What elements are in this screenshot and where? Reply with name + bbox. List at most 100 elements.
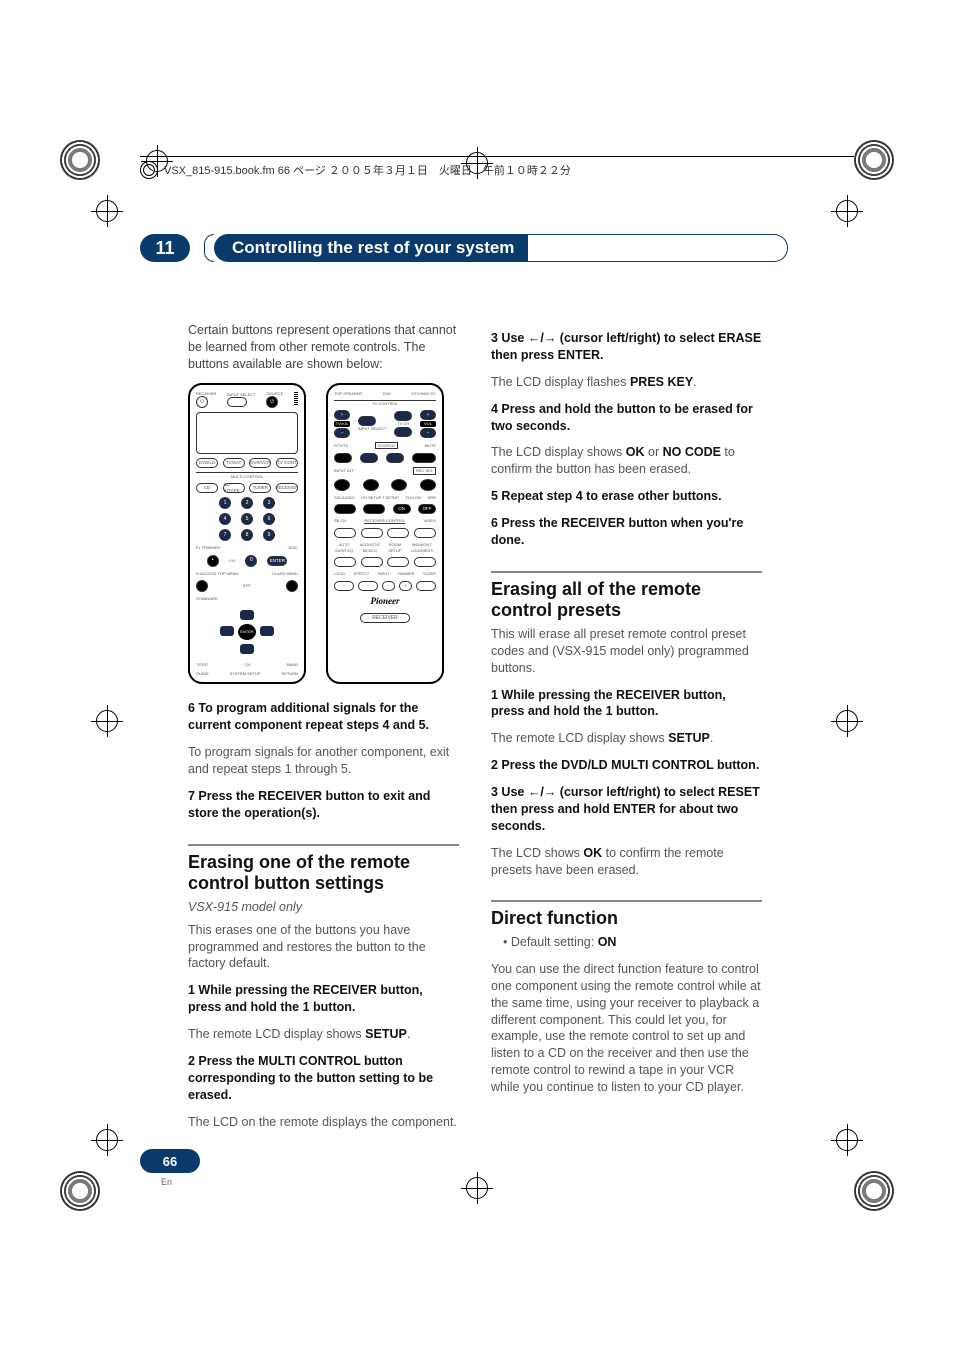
model-note: VSX-915 model only <box>188 899 459 916</box>
ea-s1-head: 1 While pressing the RECEIVER button, pr… <box>491 687 762 721</box>
e1-s3-head-a: 3 Use <box>491 331 528 345</box>
rr-fli-label: FLM ON <box>406 495 421 500</box>
rr-e4 <box>416 581 436 591</box>
rr-c2 <box>361 528 383 538</box>
rl-tuner-btn: TUNER <box>249 483 271 493</box>
rl-recv-btn: RECEIVER <box>276 483 298 493</box>
chapter-tail <box>528 234 788 262</box>
rl-tvsat-btn: TV/SAT <box>223 458 245 468</box>
chapter-brace <box>204 234 214 262</box>
rr-input-up <box>358 416 376 426</box>
rr-inputatt-label: INPUT ATT <box>334 468 354 473</box>
rr-ch-label: CH SETUP T.SETUP <box>361 495 399 500</box>
rr-acmcacc-label: ACOUSTIC MCACC <box>358 542 382 553</box>
direct-bullet-a: • Default setting: <box>503 935 598 949</box>
rl-num-3: 3 <box>263 497 275 509</box>
e1-s5-head: 5 Repeat step 4 to erase other buttons. <box>491 488 762 505</box>
e1-s6-head: 6 Press the RECEIVER button when you're … <box>491 515 762 549</box>
rr-mid-label: MIDNIGHT LOUDNESS <box>408 542 436 553</box>
rl-disc-label: DISC <box>288 545 298 550</box>
rr-b1 <box>334 504 356 514</box>
printer-target-br <box>854 1171 894 1211</box>
rr-hdd-label: DVD <box>383 391 391 396</box>
rr-loud-label: LOUD <box>334 571 345 576</box>
rr-play-btn <box>360 453 378 463</box>
rr-c3 <box>387 528 409 538</box>
rl-fltrim-label: FL TRIMMER <box>196 545 220 550</box>
rl-dvd-btn: DVD/LD <box>196 458 218 468</box>
rl-dpad-left <box>220 626 234 636</box>
rr-tvch-up <box>394 411 412 421</box>
arrow-left-icon: ← <box>528 331 541 345</box>
e1-s3-body-c: . <box>693 375 696 389</box>
rr-off-btn: OFF <box>418 504 436 514</box>
rr-src-label: SOURCE <box>375 442 398 449</box>
e1-s4-body-d: NO CODE <box>663 445 721 459</box>
e1-s3-head: 3 Use ←/→ (cursor left/right) to select … <box>491 330 762 364</box>
e1-s3-body-b: PRES KEY <box>630 375 693 389</box>
rr-d4 <box>414 557 436 567</box>
rr-tvch-label: TV CH <box>394 421 412 426</box>
rl-multi-label: MULTI CONTROL <box>196 472 298 479</box>
rr-recvctrl-label: RECEIVER CONTROL <box>364 518 405 524</box>
rr-vol-label: VOL <box>420 421 436 426</box>
rl-daccess-label: D.ACCESS TOP MENU <box>196 571 238 576</box>
rr-ff-btn <box>420 479 436 491</box>
rl-plus10-label: +10 <box>229 558 236 563</box>
printer-target-tr <box>854 140 894 180</box>
rl-dpad-right <box>260 626 274 636</box>
rl-lcd-screen <box>196 412 298 454</box>
rl-num-9: 9 <box>263 529 275 541</box>
rr-e1 <box>334 581 354 591</box>
e1-s4-body: The LCD display shows OK or NO CODE to c… <box>491 444 762 478</box>
left-column: Certain buttons represent operations tha… <box>188 322 459 1140</box>
e1-s1-head: 1 While pressing the RECEIVER button, pr… <box>188 982 459 1016</box>
rr-e3b: + <box>399 581 412 591</box>
rr-dtv-label: DTV/TV <box>334 443 348 448</box>
rr-room-label: ROOM SETUP <box>386 542 404 553</box>
ea-s3-body-b: OK <box>583 846 602 860</box>
rr-srr-label: SRR <box>428 495 436 500</box>
rr-sbch-label: SB CH <box>334 518 346 523</box>
e1-s4-head: 4 Press and hold the button to be erased… <box>491 401 762 435</box>
printer-target-tl <box>60 140 100 180</box>
rl-tvcont-btn: TV CONT <box>276 458 298 468</box>
book-icon <box>140 161 158 179</box>
rr-stop-btn <box>391 479 407 491</box>
rr-b2 <box>363 504 385 514</box>
rr-mute-btn <box>412 453 436 463</box>
page-number-badge: 66 <box>140 1149 200 1173</box>
rr-e2 <box>358 581 378 591</box>
rl-class-label: CLASS MENU <box>272 571 298 576</box>
l-step6-head: 6 To program additional signals for the … <box>188 700 459 734</box>
direct-bullet-b: ON <box>598 935 617 949</box>
e1-s2-body: The LCD on the remote displays the compo… <box>188 1114 459 1131</box>
arrow-left-icon-2: ← <box>528 785 541 799</box>
rr-rew-btn <box>334 479 350 491</box>
erase-all-intro: This will erase all preset remote contro… <box>491 626 762 677</box>
content-area: Certain buttons represent operations tha… <box>188 322 762 1140</box>
heading-direct: Direct function <box>491 900 762 930</box>
rl-num-0: 0 <box>245 555 257 567</box>
ea-s3-head-a: 3 Use <box>491 785 528 799</box>
rr-sig-label: SIG AUDIO <box>334 495 354 500</box>
rr-sleep-label: SLEEP <box>423 571 436 576</box>
chapter-bar: 11 Controlling the rest of your system <box>140 234 788 262</box>
rl-source-label: SOURCE <box>266 391 283 396</box>
regmark-left-lower <box>96 1129 118 1151</box>
rr-pioneer-logo: Pioneer <box>334 595 436 607</box>
rl-ir-window <box>294 392 298 406</box>
right-column: 3 Use ←/→ (cursor left/right) to select … <box>491 322 762 1140</box>
rr-input-label: INPUT SELECT <box>358 426 387 431</box>
e1-s4-body-c: or <box>645 445 663 459</box>
rr-vol-up: + <box>420 410 436 420</box>
regmark-left-upper <box>96 200 118 222</box>
rr-inp-label: INPUT <box>378 571 390 576</box>
remote-right-diagram: TOP SPEAKER DVD DTV/HDD PC TV CONTROL + … <box>326 383 444 685</box>
rl-setup-label: SYSTEM SETUP <box>230 671 261 676</box>
intro-paragraph: Certain buttons represent operations tha… <box>188 322 459 373</box>
rl-dpad: ENTER <box>218 608 276 656</box>
erase-one-intro: This erases one of the buttons you have … <box>188 922 459 973</box>
ea-s1-body-c: . <box>710 731 713 745</box>
e1-s4-body-a: The LCD display shows <box>491 445 626 459</box>
